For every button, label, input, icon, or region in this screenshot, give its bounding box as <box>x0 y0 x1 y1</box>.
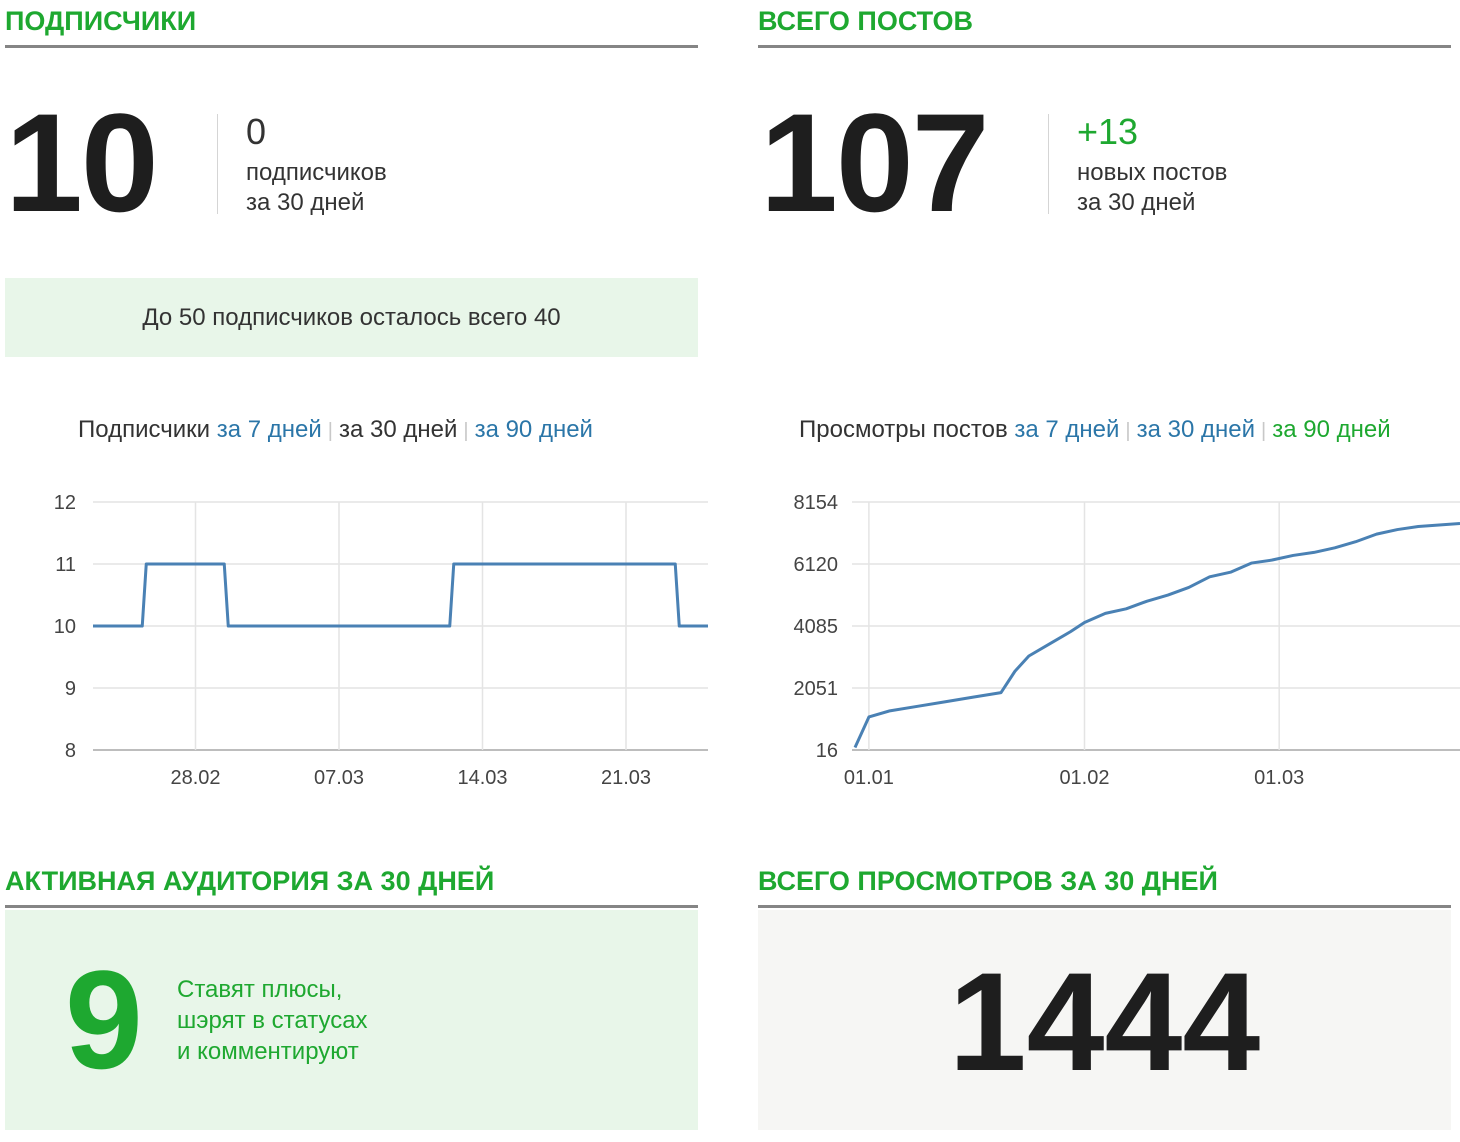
subscribers-tab-7-days[interactable]: за 7 дней <box>216 416 322 443</box>
views-chart-label: Просмотры постов <box>799 416 1008 443</box>
x-tick-label: 01.01 <box>844 767 894 789</box>
x-tick-label: 21.03 <box>601 767 651 789</box>
posts-title: ВСЕГО ПОСТОВ <box>758 0 1451 48</box>
total-views-panel: ВСЕГО ПРОСМОТРОВ ЗА 30 ДНЕЙ 1444 <box>758 860 1451 1132</box>
y-tick-label: 11 <box>55 554 76 576</box>
active-audience-title: АКТИВНАЯ АУДИТОРИЯ ЗА 30 ДНЕЙ <box>5 860 698 908</box>
posts-panel: ВСЕГО ПОСТОВ 107 +13 новых постов за 30 … <box>758 0 1451 260</box>
views-tab-7-days[interactable]: за 7 дней <box>1014 416 1120 443</box>
subscribers-count: 10 <box>5 84 159 241</box>
y-tick-label: 4085 <box>794 616 839 638</box>
posts-delta-caption: новых постов за 30 дней <box>1077 158 1227 218</box>
subscribers-chart-header: Подписчики за 7 дней | за 30 дней | за 90 дн… <box>78 416 593 444</box>
views-chart-header: Просмотры постов за 7 дней | за 30 дней | за… <box>799 416 1391 444</box>
subscribers-title: ПОДПИСЧИКИ <box>5 0 698 48</box>
active-audience-line3: и комментируют <box>177 1038 359 1065</box>
active-audience-count: 9 <box>65 941 143 1098</box>
total-views-count: 1444 <box>948 943 1261 1100</box>
y-tick-label: 9 <box>65 678 76 700</box>
posts-delta: +13 <box>1077 111 1139 152</box>
tab-separator: | <box>1125 420 1131 442</box>
subscribers-goal-banner: До 50 подписчиков осталось всего 40 <box>5 278 698 357</box>
active-audience-line1: Ставят плюсы, <box>177 976 343 1003</box>
series-line <box>853 521 1460 749</box>
tab-separator: | <box>327 420 333 442</box>
x-tick-label: 14.03 <box>457 767 507 789</box>
subscribers-delta-line2: за 30 дней <box>246 189 365 216</box>
views-tab-90-days[interactable]: за 90 дней <box>1272 416 1391 443</box>
subscribers-delta-line1: подписчиков <box>246 159 387 186</box>
y-tick-label: 2051 <box>794 678 839 700</box>
active-audience-line2: шэрят в статусах <box>177 1007 368 1034</box>
total-views-box: 1444 <box>758 910 1451 1130</box>
tab-separator: | <box>463 420 469 442</box>
subscribers-delta: 0 <box>246 111 267 152</box>
y-tick-label: 8 <box>65 740 76 762</box>
x-tick-label: 28.02 <box>170 767 220 789</box>
posts-delta-line1: новых постов <box>1077 159 1228 186</box>
subscribers-panel: ПОДПИСЧИКИ 10 0 подписчиков за 30 дней Д… <box>5 0 698 370</box>
subscribers-chart-label: Подписчики <box>78 416 211 443</box>
active-audience-panel: АКТИВНАЯ АУДИТОРИЯ ЗА 30 ДНЕЙ 9 Ставят п… <box>5 860 698 1132</box>
posts-count: 107 <box>760 84 990 241</box>
subscribers-delta-caption: подписчиков за 30 дней <box>246 158 387 218</box>
series-line <box>93 562 708 628</box>
posts-divider <box>1048 114 1049 214</box>
tab-separator: | <box>1261 420 1267 442</box>
y-tick-label: 16 <box>816 740 838 762</box>
y-tick-label: 6120 <box>794 554 839 576</box>
x-tick-label: 07.03 <box>314 767 364 789</box>
total-views-title: ВСЕГО ПРОСМОТРОВ ЗА 30 ДНЕЙ <box>758 860 1451 908</box>
subscribers-tab-90-days[interactable]: за 90 дней <box>474 416 593 443</box>
active-audience-description: Ставят плюсы, шэрят в статусах и коммент… <box>177 974 368 1067</box>
posts-delta-line2: за 30 дней <box>1077 189 1196 216</box>
views-tab-30-days[interactable]: за 30 дней <box>1136 416 1256 443</box>
y-tick-label: 8154 <box>794 492 839 514</box>
active-audience-box: 9 Ставят плюсы, шэрят в статусах и комме… <box>5 910 698 1130</box>
x-tick-label: 01.03 <box>1254 767 1304 789</box>
views-chart: 8154 6120 4085 2051 16 01.01 01.02 01.03 <box>794 492 1460 789</box>
subscribers-divider <box>217 114 218 214</box>
subscribers-tab-30-days[interactable]: за 30 дней <box>338 416 458 443</box>
y-tick-label: 12 <box>54 492 76 514</box>
subscribers-chart: 12 11 10 9 8 28.02 07.03 14.03 21.03 <box>54 492 708 789</box>
y-tick-label: 10 <box>54 616 76 638</box>
x-tick-label: 01.02 <box>1059 767 1109 789</box>
